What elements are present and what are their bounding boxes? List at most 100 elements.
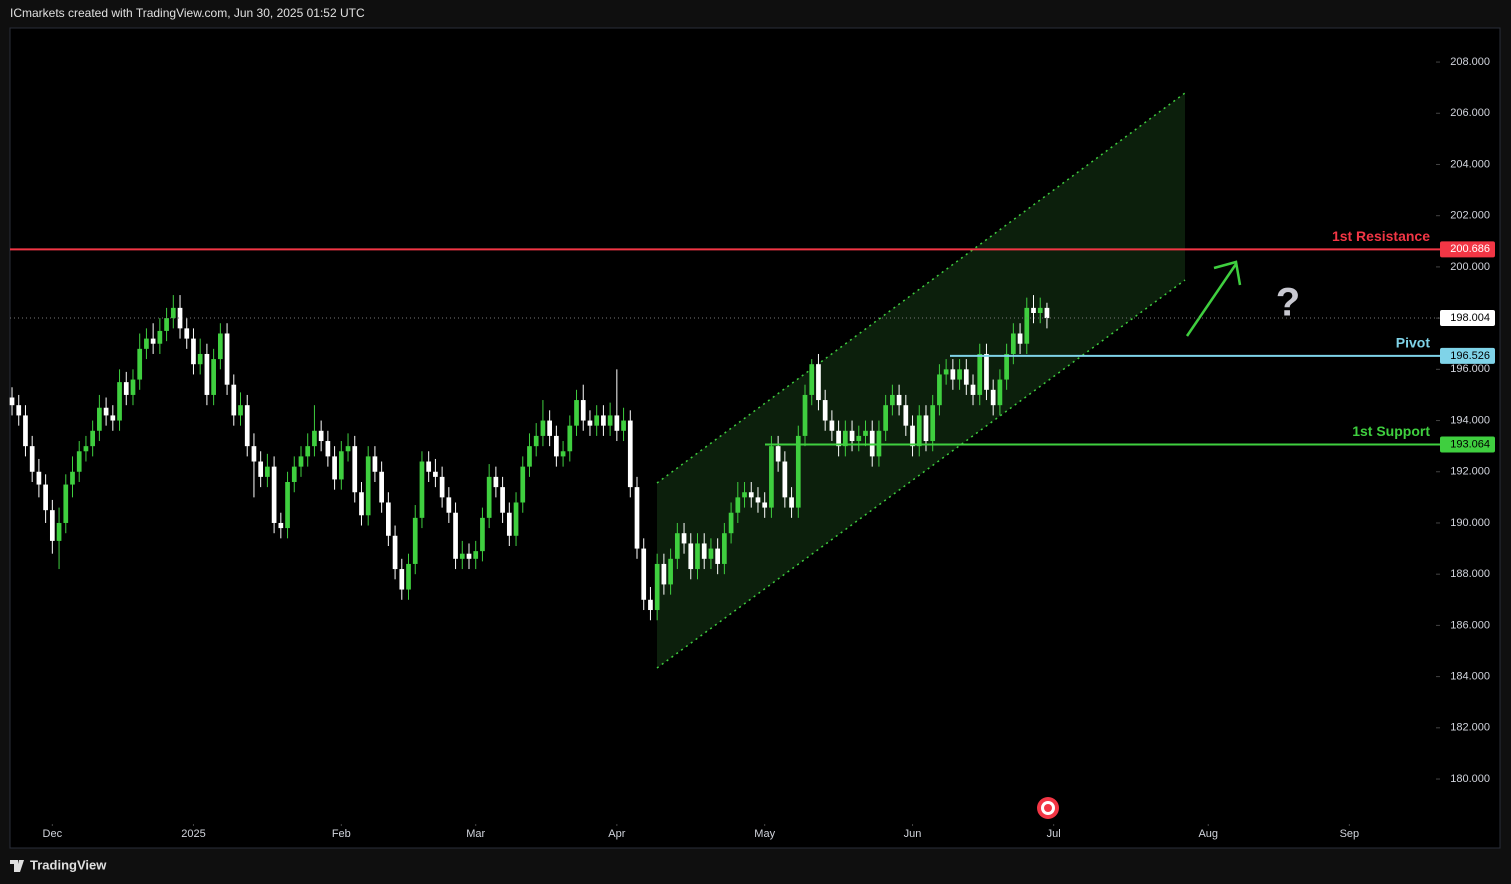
candle-body — [426, 461, 432, 472]
candle-body — [49, 510, 55, 541]
level-value-label: 200.686 — [1450, 243, 1490, 255]
candle-body — [157, 330, 163, 344]
candle-body — [318, 430, 324, 442]
y-tick-label: 206.000 — [1450, 107, 1490, 119]
y-tick-label: 186.000 — [1450, 619, 1490, 631]
candle-body — [184, 328, 190, 339]
y-tick-label: 184.000 — [1450, 671, 1490, 683]
candle-body — [748, 492, 754, 498]
y-tick-label: 208.000 — [1450, 56, 1490, 68]
x-tick-label: 2025 — [181, 828, 205, 840]
y-tick-label: 204.000 — [1450, 158, 1490, 170]
candle-body — [130, 379, 136, 395]
candle-body — [695, 543, 700, 570]
candle-body — [890, 394, 895, 406]
candle-body — [594, 415, 600, 426]
level-name: 1st Support — [1352, 423, 1430, 439]
level-box — [1440, 436, 1495, 453]
candle-body — [446, 497, 452, 513]
candle-body — [83, 446, 89, 452]
candle-body — [520, 466, 526, 503]
candle-body — [352, 446, 358, 493]
candle-body — [43, 484, 48, 511]
x-tick-label: Mar — [466, 828, 485, 840]
candle-body — [540, 420, 546, 436]
candle-body — [1004, 353, 1009, 380]
candle-body — [849, 430, 855, 442]
last-price-label: 198.004 — [1450, 312, 1490, 324]
candle-body — [527, 446, 532, 467]
candle-body — [1010, 333, 1016, 354]
level-value-label: 193.064 — [1450, 438, 1490, 450]
candle-body — [997, 379, 1003, 406]
candle-body — [110, 415, 116, 421]
candle-body — [1017, 333, 1023, 344]
candle-body — [244, 405, 250, 447]
candle-body — [164, 318, 169, 331]
candle-body — [500, 487, 505, 513]
candle-body — [621, 420, 626, 431]
candle-body — [63, 484, 69, 523]
candle-body — [191, 338, 196, 365]
candle-body — [977, 353, 983, 395]
candle-body — [574, 400, 579, 426]
y-tick-label: 194.000 — [1450, 414, 1490, 426]
candle-body — [29, 446, 35, 472]
candle-body — [984, 353, 989, 390]
footer: TradingView — [30, 857, 107, 872]
candle-body — [265, 466, 270, 477]
candle-body — [1024, 307, 1030, 344]
candle-body — [285, 481, 290, 529]
candle-body — [170, 307, 176, 319]
candle-body — [701, 543, 707, 559]
candle-body — [238, 405, 243, 416]
candle-body — [386, 502, 391, 536]
candle-body — [16, 405, 22, 416]
candle-body — [856, 435, 862, 442]
candle-body — [910, 425, 915, 447]
candle-body — [177, 307, 183, 329]
candle-body — [990, 389, 996, 406]
candle-body — [325, 441, 331, 457]
candle-body — [332, 456, 337, 480]
candle-body — [224, 333, 230, 385]
candle-body — [217, 333, 223, 360]
candle-body — [587, 420, 593, 426]
header: ICmarkets created with TradingView.com, … — [10, 6, 365, 20]
level-name: 1st Resistance — [1332, 228, 1430, 244]
arrow — [1185, 260, 1242, 337]
candle-body — [937, 374, 942, 406]
candle-body — [641, 548, 647, 600]
candle-body — [459, 553, 465, 559]
x-tick-label: Jul — [1047, 828, 1061, 840]
level-box — [1440, 347, 1495, 364]
candle-body — [836, 430, 841, 447]
candle-body — [722, 533, 727, 564]
candle-body — [338, 451, 344, 480]
footer-logo — [10, 860, 24, 872]
channel-fill — [657, 93, 1185, 668]
candle-body — [789, 497, 794, 508]
candle-body — [439, 476, 445, 498]
candle-body — [795, 435, 801, 508]
candle-body — [567, 425, 573, 452]
candle-body — [493, 476, 499, 488]
candle-body — [144, 338, 149, 349]
candle-body — [883, 405, 889, 431]
level-box — [1440, 241, 1495, 258]
candle-body — [802, 394, 808, 436]
candle-body — [560, 451, 566, 457]
question-mark: ? — [1276, 281, 1300, 325]
candle-body — [251, 446, 257, 462]
candle-body — [9, 397, 15, 406]
candle-body — [580, 400, 586, 421]
candle-body — [90, 430, 96, 447]
candle-body — [76, 451, 82, 472]
candle-body — [379, 471, 384, 503]
candle-body — [506, 512, 512, 536]
candle-body — [943, 369, 949, 375]
candle-body — [903, 405, 909, 426]
y-tick-label: 202.000 — [1450, 210, 1490, 222]
candle-body — [735, 497, 741, 513]
